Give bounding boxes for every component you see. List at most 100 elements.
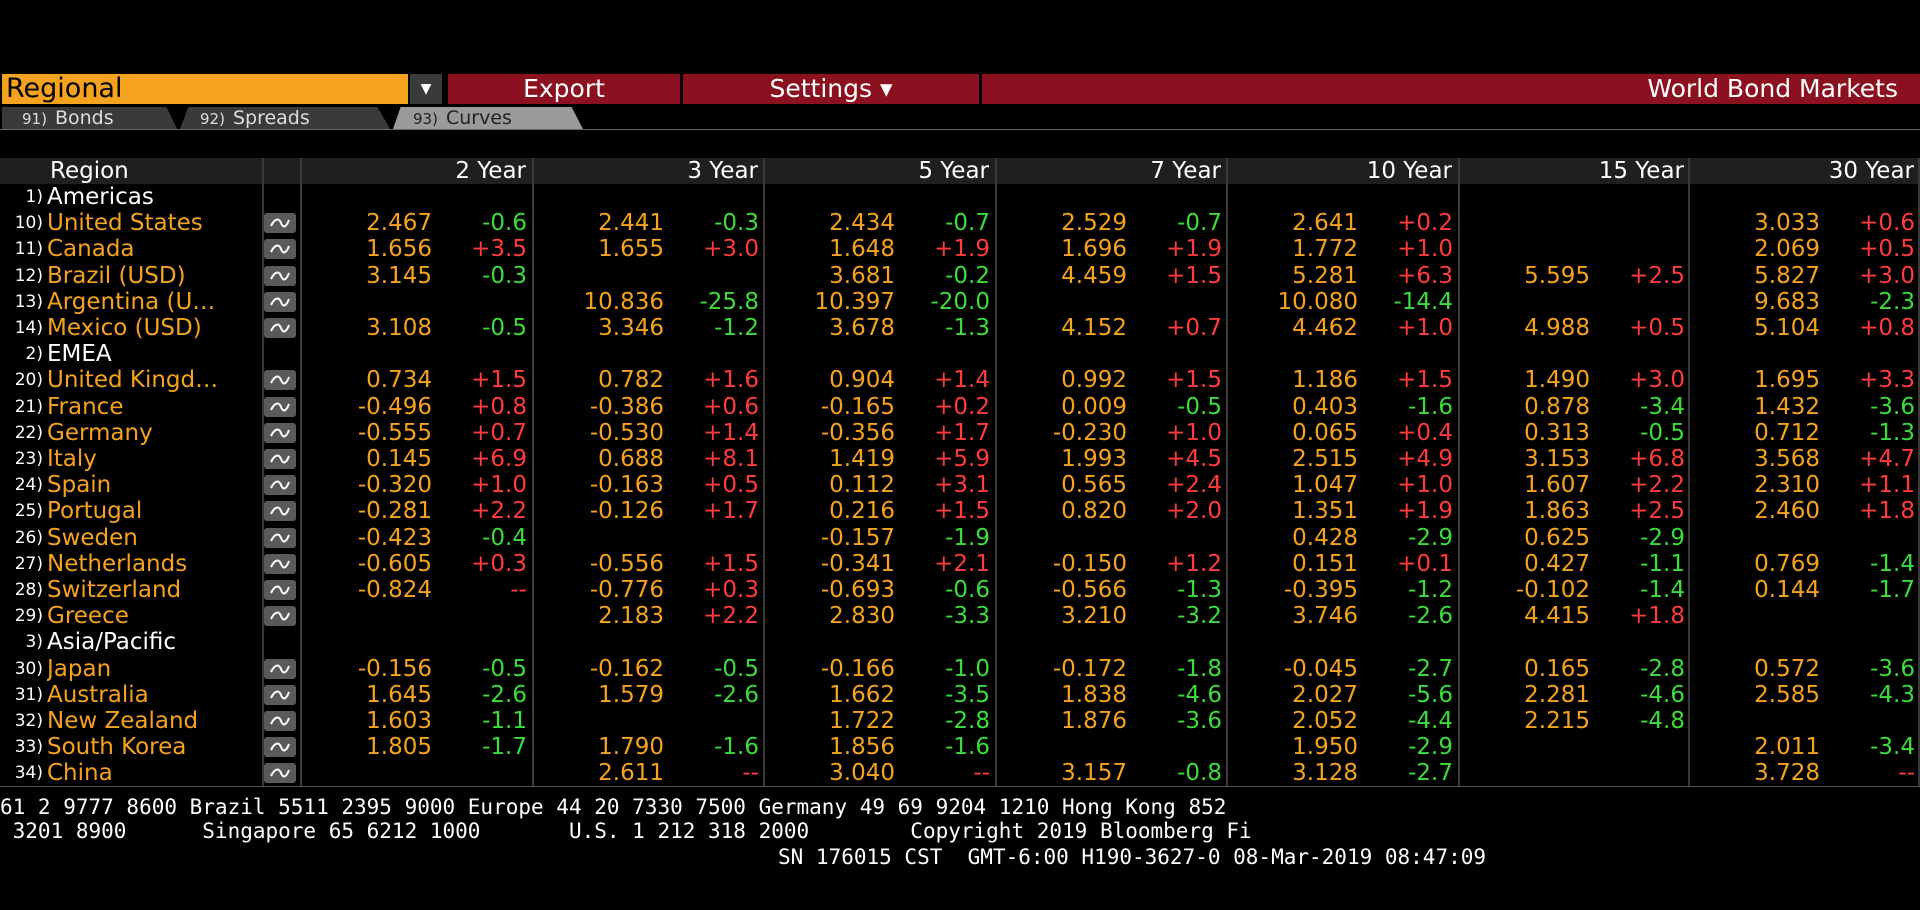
chart-icon[interactable] xyxy=(264,239,296,260)
yield-change[interactable]: +3.3 xyxy=(1859,367,1915,394)
yield-change[interactable]: -0.4 xyxy=(482,524,527,551)
yield-change[interactable]: +1.0 xyxy=(1397,472,1453,499)
yield-value[interactable]: 1.695 xyxy=(1754,367,1820,394)
country-name[interactable]: China xyxy=(47,760,113,787)
yield-value[interactable]: 1.351 xyxy=(1292,498,1358,525)
chart-icon[interactable] xyxy=(264,449,296,469)
yield-value[interactable]: 4.152 xyxy=(1061,315,1127,341)
country-name[interactable]: Italy xyxy=(47,446,97,472)
yield-change[interactable]: -1.2 xyxy=(714,315,759,341)
chart-icon[interactable] xyxy=(264,213,296,234)
yield-value[interactable]: 1.696 xyxy=(1061,236,1127,263)
yield-value[interactable]: 1.579 xyxy=(598,681,664,708)
yield-value[interactable]: -0.824 xyxy=(357,577,432,603)
yield-change[interactable]: +0.4 xyxy=(1397,419,1453,446)
yield-value[interactable]: 1.656 xyxy=(366,236,432,263)
yield-value[interactable]: 3.157 xyxy=(1061,760,1127,787)
yield-value[interactable]: 2.052 xyxy=(1292,708,1358,734)
yield-change[interactable]: +0.6 xyxy=(703,393,759,420)
yield-value[interactable]: 0.820 xyxy=(1061,498,1127,525)
yield-change[interactable]: -2.8 xyxy=(945,708,990,734)
yield-change[interactable]: -3.4 xyxy=(1640,393,1685,420)
yield-value[interactable]: 2.515 xyxy=(1292,446,1358,472)
dropdown-arrow-icon[interactable]: ▼ xyxy=(410,74,442,104)
yield-value[interactable]: -0.556 xyxy=(589,550,664,577)
yield-value[interactable]: -0.045 xyxy=(1283,655,1358,682)
yield-change[interactable]: -1.1 xyxy=(1640,550,1685,577)
table-row[interactable]: 29) Greece 2.183 +2.2 2.830 -3.3 3.210 -3.2 3.74… xyxy=(0,603,1920,629)
chart-icon[interactable] xyxy=(264,422,296,443)
table-row[interactable]: 28) Switzerland -0.824 -- -0.776 +0.3 -0.693 -0… xyxy=(0,577,1920,603)
yield-change[interactable]: +6.3 xyxy=(1397,262,1453,289)
yield-value[interactable]: 5.281 xyxy=(1292,262,1358,289)
yield-value[interactable]: 1.993 xyxy=(1061,446,1127,472)
yield-value[interactable]: -0.163 xyxy=(589,472,664,499)
yield-value[interactable]: 1.645 xyxy=(366,681,432,708)
yield-change[interactable]: -1.1 xyxy=(482,708,527,734)
yield-value[interactable]: 0.904 xyxy=(829,367,895,394)
table-row[interactable]: 12) Brazil (USD) 3.145 -0.3 3.681 -0.2 4.459 +1… xyxy=(0,263,1920,289)
yield-change[interactable]: -1.2 xyxy=(1408,577,1453,603)
table-row[interactable]: 33) South Korea 1.805 -1.7 1.790 -1.6 1.856 -1.… xyxy=(0,734,1920,760)
yield-value[interactable]: 0.572 xyxy=(1754,655,1820,682)
yield-value[interactable]: 2.027 xyxy=(1292,681,1358,708)
column-header-region[interactable]: Region xyxy=(50,158,129,184)
yield-change[interactable]: -0.3 xyxy=(482,262,527,289)
yield-value[interactable]: 1.838 xyxy=(1061,681,1127,708)
yield-change[interactable]: -4.6 xyxy=(1177,681,1222,708)
yield-change[interactable]: -0.6 xyxy=(945,577,990,603)
yield-change[interactable]: -4.3 xyxy=(1870,681,1915,708)
yield-value[interactable]: 2.641 xyxy=(1292,210,1358,237)
yield-value[interactable]: -0.165 xyxy=(820,393,895,420)
yield-value[interactable]: 0.565 xyxy=(1061,472,1127,499)
yield-value[interactable]: 1.648 xyxy=(829,236,895,263)
yield-change[interactable]: +4.7 xyxy=(1859,446,1915,472)
yield-value[interactable]: 2.215 xyxy=(1524,708,1590,734)
yield-value[interactable]: 4.415 xyxy=(1524,603,1590,630)
yield-change[interactable]: +1.5 xyxy=(703,550,759,577)
yield-change[interactable]: -2.3 xyxy=(1870,288,1915,315)
yield-value[interactable]: 1.805 xyxy=(366,734,432,761)
yield-change[interactable]: +1.5 xyxy=(1397,367,1453,394)
yield-value[interactable]: 4.462 xyxy=(1292,315,1358,341)
yield-change[interactable]: -1.6 xyxy=(714,734,759,761)
yield-value[interactable]: 3.346 xyxy=(598,315,664,341)
yield-change[interactable]: +2.4 xyxy=(1166,472,1222,499)
yield-value[interactable]: 1.876 xyxy=(1061,708,1127,734)
yield-change[interactable]: -0.5 xyxy=(1177,393,1222,420)
yield-value[interactable]: 0.427 xyxy=(1524,550,1590,577)
yield-value[interactable]: -0.320 xyxy=(357,472,432,499)
chart-icon[interactable] xyxy=(264,658,296,679)
yield-value[interactable]: 0.782 xyxy=(598,367,664,394)
yield-change[interactable]: -4.8 xyxy=(1640,708,1685,734)
yield-value[interactable]: 2.467 xyxy=(366,210,432,237)
chart-icon[interactable] xyxy=(264,501,296,522)
yield-value[interactable]: 3.145 xyxy=(366,262,432,289)
column-header-5[interactable]: 10 Year xyxy=(1366,158,1452,184)
table-row[interactable]: 34) China 2.611 -- 3.040 -- 3.157 -0.8 3.128 -2.7… xyxy=(0,760,1920,786)
table-row[interactable]: 11) Canada 1.656 +3.5 1.655 +3.0 1.648 +1.9 1.69… xyxy=(0,236,1920,262)
yield-value[interactable]: 2.434 xyxy=(829,210,895,237)
yield-change[interactable]: +3.0 xyxy=(1859,262,1915,289)
table-row[interactable]: 10) United States 2.467 -0.6 2.441 -0.3 2.434 -… xyxy=(0,210,1920,236)
tab-bonds[interactable]: 91) Bonds xyxy=(2,107,177,129)
yield-value[interactable]: -0.126 xyxy=(589,498,664,525)
yield-value[interactable]: 3.128 xyxy=(1292,760,1358,787)
yield-change[interactable]: +1.8 xyxy=(1629,603,1685,630)
yield-change[interactable]: +1.4 xyxy=(703,419,759,446)
yield-change[interactable]: -0.3 xyxy=(714,210,759,237)
column-header-6[interactable]: 15 Year xyxy=(1598,158,1684,184)
country-name[interactable]: Portugal xyxy=(47,498,143,525)
country-name[interactable]: Australia xyxy=(47,681,149,708)
yield-value[interactable]: 4.988 xyxy=(1524,315,1590,341)
yield-change[interactable]: -0.5 xyxy=(482,315,527,341)
country-name[interactable]: Argentina (U… xyxy=(47,288,216,315)
yield-change[interactable]: +2.2 xyxy=(471,498,527,525)
yield-change[interactable]: -25.8 xyxy=(699,288,759,315)
column-header-4[interactable]: 7 Year xyxy=(1150,158,1221,184)
yield-value[interactable]: 2.183 xyxy=(598,603,664,630)
yield-change[interactable]: -2.6 xyxy=(1408,603,1453,630)
chart-icon[interactable] xyxy=(264,553,296,574)
yield-value[interactable]: 1.186 xyxy=(1292,367,1358,394)
yield-value[interactable]: 0.165 xyxy=(1524,655,1590,682)
